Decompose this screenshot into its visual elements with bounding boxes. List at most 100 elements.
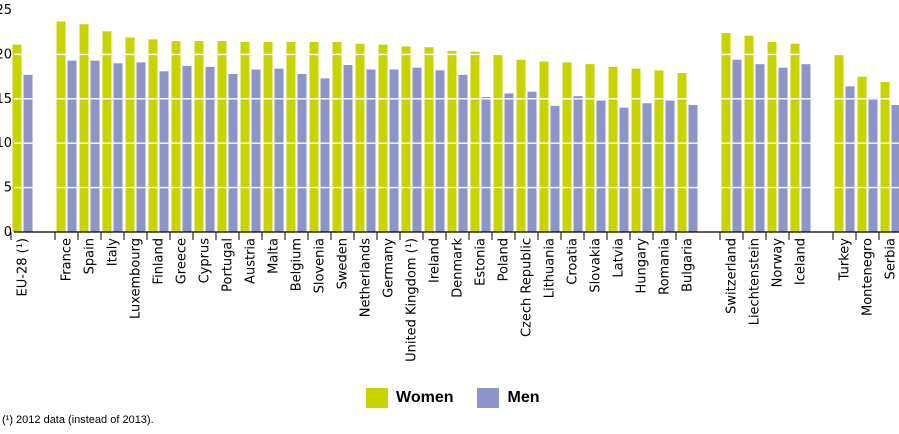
x-tick-label: Romania <box>658 238 673 295</box>
bar-women <box>677 73 687 232</box>
x-tick-label: Germany <box>382 238 397 298</box>
bar-women <box>125 37 135 232</box>
bar-men <box>251 69 261 232</box>
bar-women <box>880 81 890 232</box>
legend-label-women: Women <box>396 389 454 406</box>
y-tick-label: 15 <box>0 92 12 107</box>
chart-legend: Women Men <box>366 388 563 408</box>
bar-men <box>343 65 353 232</box>
x-tick-label: Austria <box>244 238 259 284</box>
x-tick-label: Greece <box>175 238 190 284</box>
bar-women <box>401 46 411 232</box>
x-tick-label: Poland <box>497 238 512 281</box>
legend-item-men: Men <box>477 388 539 408</box>
bar-men <box>845 86 855 232</box>
bar-men <box>801 64 811 232</box>
bar-men <box>573 96 583 232</box>
bar-men <box>320 78 330 232</box>
x-tick-label: Ireland <box>428 238 443 283</box>
x-tick-label: Estonia <box>474 238 489 286</box>
x-tick-label: Lithuania <box>543 238 558 298</box>
bar-women <box>102 31 112 233</box>
bar-men <box>665 100 675 233</box>
bar-women <box>12 44 22 232</box>
bar-men <box>389 69 399 232</box>
bar-women <box>562 62 572 232</box>
bar-men <box>458 74 468 232</box>
bar-men <box>435 70 445 232</box>
bar-men <box>732 59 742 233</box>
bar-women <box>79 24 89 232</box>
bar-women <box>767 41 777 232</box>
x-tick-label: Sweden <box>336 238 351 289</box>
x-tick-label: France <box>60 238 75 281</box>
x-tick-label: Liechtenstein <box>748 238 763 325</box>
x-tick-label: Slovakia <box>589 238 604 293</box>
bar-women <box>631 68 641 232</box>
bar-men <box>891 105 899 232</box>
x-tick-label: Slovenia <box>313 238 328 293</box>
bar-men <box>481 97 491 232</box>
y-tick-label: 10 <box>0 136 12 151</box>
bar-men <box>366 69 376 232</box>
x-tick-label: Malta <box>267 238 282 274</box>
x-tick-label: Belgium <box>290 238 305 291</box>
bar-men <box>297 73 307 232</box>
bar-men <box>550 105 560 232</box>
bar-men <box>136 62 146 232</box>
x-tick-label: Spain <box>83 238 98 274</box>
bar-men <box>412 67 422 232</box>
x-tick-label: Hungary <box>635 238 650 294</box>
y-tick-label: 5 <box>4 181 12 196</box>
bar-women <box>355 43 365 232</box>
bar-men <box>619 107 629 232</box>
bar-men <box>274 68 284 232</box>
x-tick-label: United Kingdom (¹) <box>405 238 420 362</box>
bar-men <box>182 65 192 232</box>
bar-men <box>205 66 215 232</box>
x-tick-label: Czech Republic <box>520 238 535 337</box>
x-tick-label: Croatia <box>566 238 581 285</box>
bar-men <box>642 103 652 233</box>
bar-women <box>217 41 227 232</box>
x-tick-label: Iceland <box>794 238 809 285</box>
bar-women <box>171 41 181 232</box>
legend-label-men: Men <box>507 389 540 406</box>
x-tick-label: Norway <box>771 238 786 288</box>
footnote: (¹) 2012 data (instead of 2013). <box>2 414 154 426</box>
x-tick-label: Turkey <box>838 238 853 282</box>
bar-men <box>527 91 537 232</box>
bar-women <box>654 70 664 232</box>
bar-women <box>286 41 296 232</box>
bar-women <box>424 47 434 232</box>
bar-women <box>744 35 754 232</box>
bar-men <box>778 67 788 232</box>
legend-item-women: Women <box>366 388 453 408</box>
bar-men <box>23 74 33 232</box>
bar-men <box>504 93 514 232</box>
bar-women <box>194 41 204 232</box>
bar-women <box>539 61 549 233</box>
x-tick-label: Italy <box>106 238 121 267</box>
bar-women <box>470 51 480 233</box>
bar-men <box>688 105 698 232</box>
x-tick-label: Finland <box>152 238 167 284</box>
x-tick-label: Bulgaria <box>681 238 696 292</box>
bar-women <box>309 41 319 232</box>
legend-swatch-women <box>366 388 388 408</box>
bar-women <box>240 41 250 232</box>
x-tick-label: Luxembourg <box>129 238 144 319</box>
x-tick-label: Switzerland <box>725 238 740 314</box>
x-tick-label: Portugal <box>221 238 236 292</box>
x-tick-label: Denmark <box>451 238 466 298</box>
bar-men <box>596 100 606 233</box>
bar-women <box>56 21 66 232</box>
bar-women <box>790 43 800 232</box>
bar-men <box>755 64 765 232</box>
bar-men <box>868 97 878 232</box>
bar-women <box>447 50 457 233</box>
bar-men <box>67 60 77 233</box>
legend-swatch-men <box>477 388 500 408</box>
x-tick-label: Serbia <box>884 238 899 279</box>
